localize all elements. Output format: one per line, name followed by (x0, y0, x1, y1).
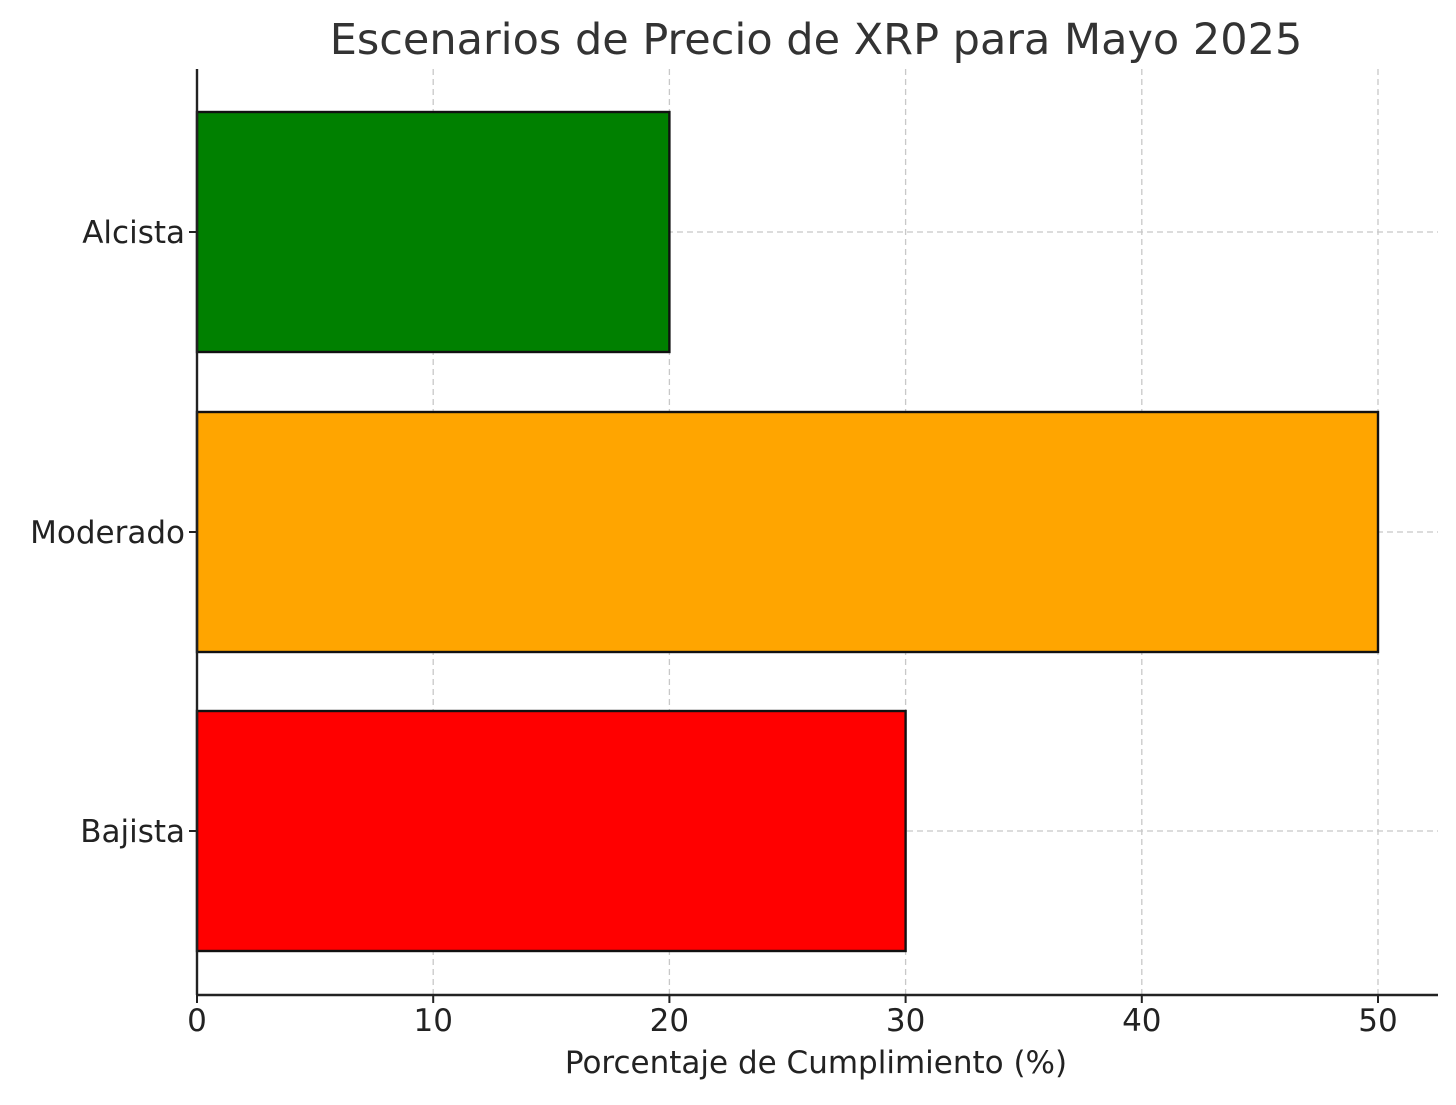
x-axis-label: Porcentaje de Cumplimiento (%) (565, 1045, 1067, 1081)
y-tick-label-alcista: Alcista (82, 215, 185, 251)
x-tick-label-4: 40 (1122, 1003, 1161, 1039)
bar-alcista (195, 110, 671, 354)
ticks: 0 10 20 30 40 50 Bajista Moderado Alcista (30, 215, 1398, 1039)
x-tick-label-2: 20 (650, 1003, 689, 1039)
x-tick-label-3: 30 (886, 1003, 925, 1039)
bar-moderado (195, 410, 1380, 654)
bar-bajista (195, 709, 907, 953)
y-tick-label-moderado: Moderado (30, 515, 185, 551)
bars (195, 110, 1380, 953)
x-tick-label-1: 10 (413, 1003, 452, 1039)
x-tick-label-0: 0 (187, 1003, 207, 1039)
chart-title: Escenarios de Precio de XRP para Mayo 20… (330, 15, 1303, 65)
y-tick-label-bajista: Bajista (80, 814, 185, 850)
x-tick-label-5: 50 (1358, 1003, 1397, 1039)
